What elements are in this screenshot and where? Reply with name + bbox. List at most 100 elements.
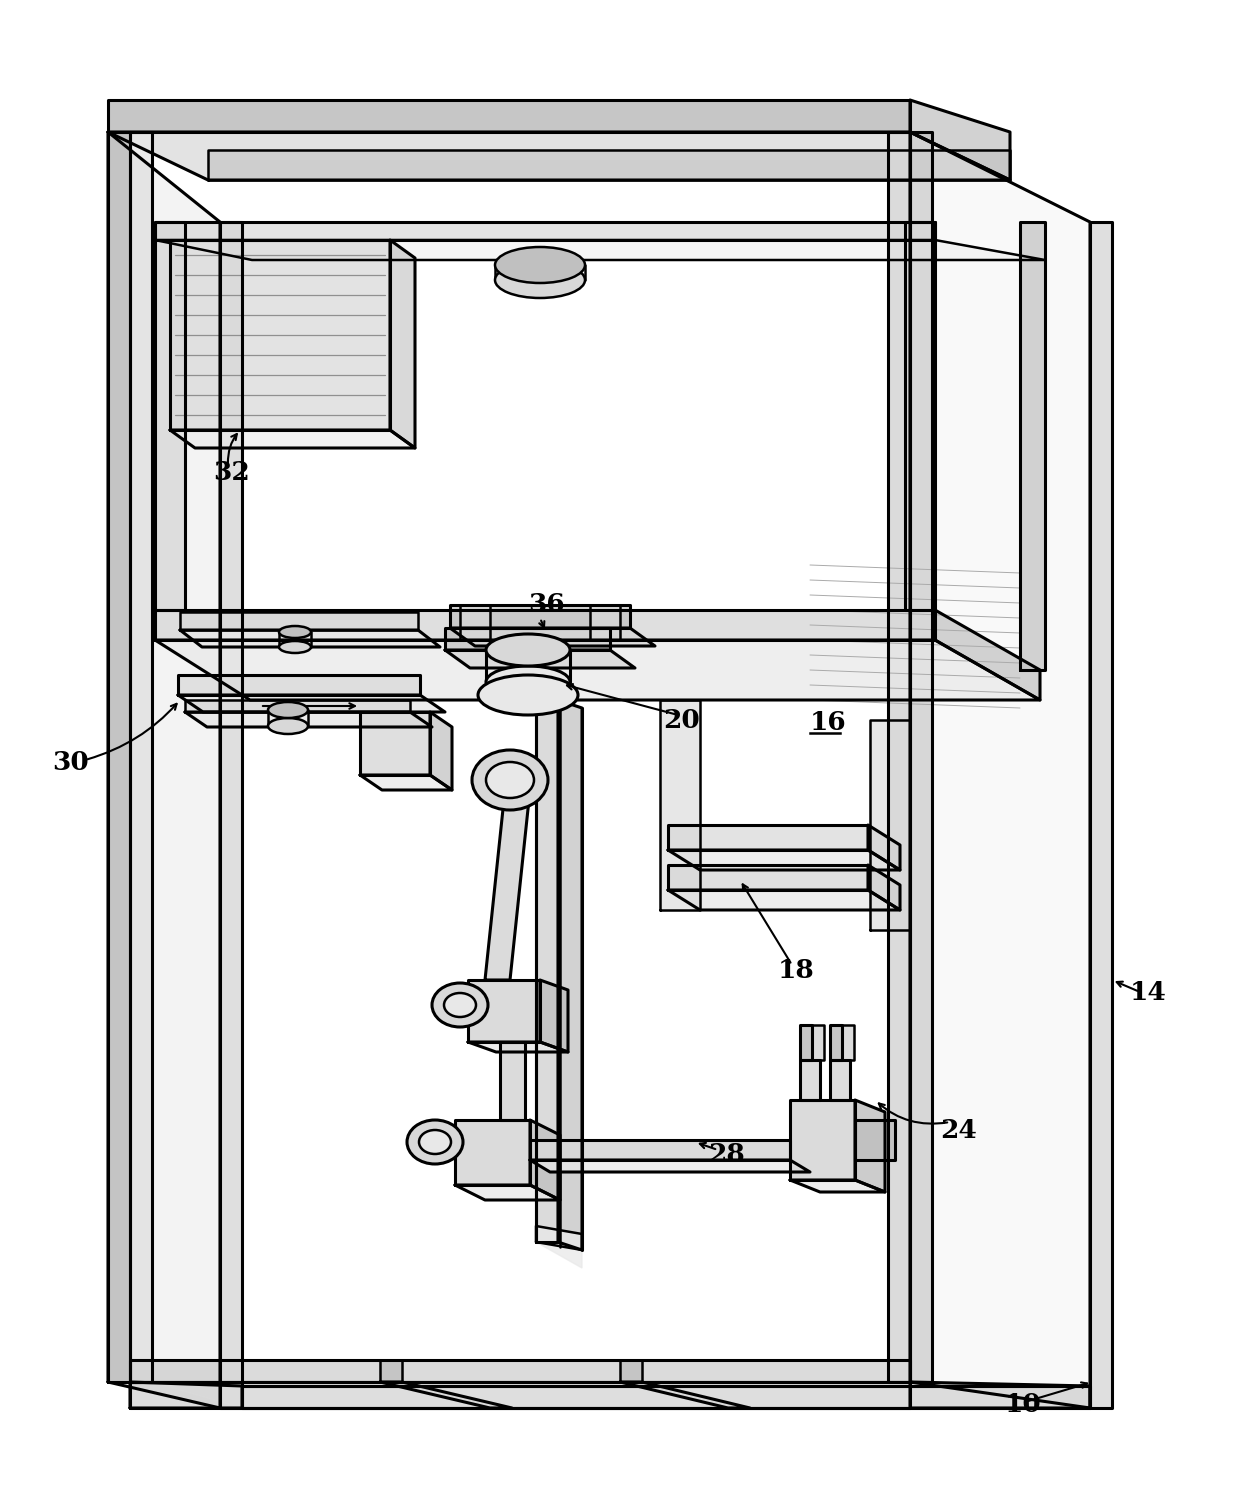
Polygon shape (558, 700, 582, 1250)
Polygon shape (430, 712, 453, 790)
Polygon shape (539, 980, 568, 1052)
Polygon shape (391, 240, 415, 448)
Polygon shape (185, 700, 410, 712)
Polygon shape (460, 605, 490, 641)
Polygon shape (856, 1100, 885, 1192)
Polygon shape (130, 1383, 242, 1408)
Polygon shape (910, 133, 932, 1383)
Polygon shape (155, 222, 185, 609)
Polygon shape (529, 1161, 810, 1173)
Polygon shape (668, 866, 868, 890)
Polygon shape (830, 1059, 849, 1100)
Polygon shape (219, 222, 242, 1408)
Polygon shape (668, 849, 900, 870)
Polygon shape (1021, 222, 1045, 670)
Text: 24: 24 (940, 1118, 977, 1143)
Polygon shape (842, 1025, 854, 1059)
Polygon shape (242, 1386, 1090, 1408)
Ellipse shape (472, 749, 548, 811)
Polygon shape (467, 1042, 568, 1052)
Polygon shape (529, 1140, 790, 1161)
Polygon shape (1090, 222, 1112, 1408)
Ellipse shape (279, 626, 311, 638)
Ellipse shape (495, 262, 585, 298)
Polygon shape (668, 825, 868, 849)
Polygon shape (500, 1042, 525, 1120)
Polygon shape (180, 612, 418, 630)
Polygon shape (536, 1243, 582, 1268)
Polygon shape (910, 100, 1011, 180)
Polygon shape (155, 609, 935, 641)
Ellipse shape (268, 718, 308, 735)
Polygon shape (660, 700, 701, 910)
Ellipse shape (419, 1129, 451, 1153)
Polygon shape (445, 650, 635, 668)
Polygon shape (868, 866, 900, 910)
Polygon shape (108, 133, 219, 1408)
Polygon shape (130, 1360, 910, 1383)
Polygon shape (790, 1180, 885, 1192)
Polygon shape (910, 133, 1090, 1408)
Polygon shape (536, 700, 558, 1243)
Polygon shape (179, 694, 445, 712)
Polygon shape (208, 150, 1011, 180)
Polygon shape (155, 641, 1040, 700)
Polygon shape (130, 1383, 910, 1408)
Polygon shape (445, 627, 610, 650)
Ellipse shape (486, 635, 570, 666)
Polygon shape (455, 1120, 529, 1185)
Text: 16: 16 (810, 711, 847, 735)
Polygon shape (450, 605, 630, 627)
Polygon shape (485, 790, 529, 980)
Ellipse shape (495, 247, 585, 283)
Polygon shape (830, 1025, 842, 1059)
Polygon shape (870, 720, 910, 930)
Polygon shape (620, 1383, 750, 1408)
Polygon shape (790, 1100, 856, 1180)
Polygon shape (360, 775, 453, 790)
Polygon shape (379, 1360, 402, 1383)
Polygon shape (529, 1120, 560, 1199)
Polygon shape (455, 1185, 560, 1199)
Polygon shape (590, 605, 620, 641)
Text: 20: 20 (663, 708, 699, 733)
Polygon shape (856, 1120, 895, 1161)
Polygon shape (130, 133, 153, 1383)
Polygon shape (868, 825, 900, 870)
Polygon shape (668, 890, 900, 910)
Polygon shape (108, 133, 130, 1383)
Polygon shape (153, 1383, 1090, 1408)
Polygon shape (155, 240, 1045, 259)
Ellipse shape (279, 641, 311, 653)
Ellipse shape (407, 1120, 463, 1164)
Polygon shape (800, 1025, 812, 1059)
Polygon shape (467, 980, 539, 1042)
Polygon shape (108, 133, 1011, 180)
Polygon shape (170, 431, 415, 448)
Polygon shape (179, 675, 420, 694)
Polygon shape (360, 712, 430, 775)
Ellipse shape (432, 983, 489, 1027)
Polygon shape (155, 222, 935, 240)
Ellipse shape (486, 761, 534, 799)
Polygon shape (935, 609, 1040, 700)
Polygon shape (800, 1059, 820, 1100)
Polygon shape (812, 1025, 825, 1059)
Text: 10: 10 (1004, 1392, 1042, 1417)
Text: 28: 28 (708, 1141, 745, 1167)
Polygon shape (536, 1226, 582, 1250)
Ellipse shape (444, 992, 476, 1018)
Ellipse shape (268, 702, 308, 718)
Polygon shape (170, 240, 391, 431)
Text: 14: 14 (1130, 980, 1167, 1004)
Polygon shape (910, 1383, 1090, 1408)
Polygon shape (180, 630, 440, 647)
Text: 30: 30 (52, 749, 89, 775)
Polygon shape (379, 1383, 512, 1408)
Polygon shape (888, 133, 910, 1383)
Text: 32: 32 (213, 460, 249, 486)
Ellipse shape (486, 666, 570, 697)
Polygon shape (450, 627, 655, 647)
Polygon shape (108, 100, 910, 133)
Text: 36: 36 (528, 592, 564, 617)
